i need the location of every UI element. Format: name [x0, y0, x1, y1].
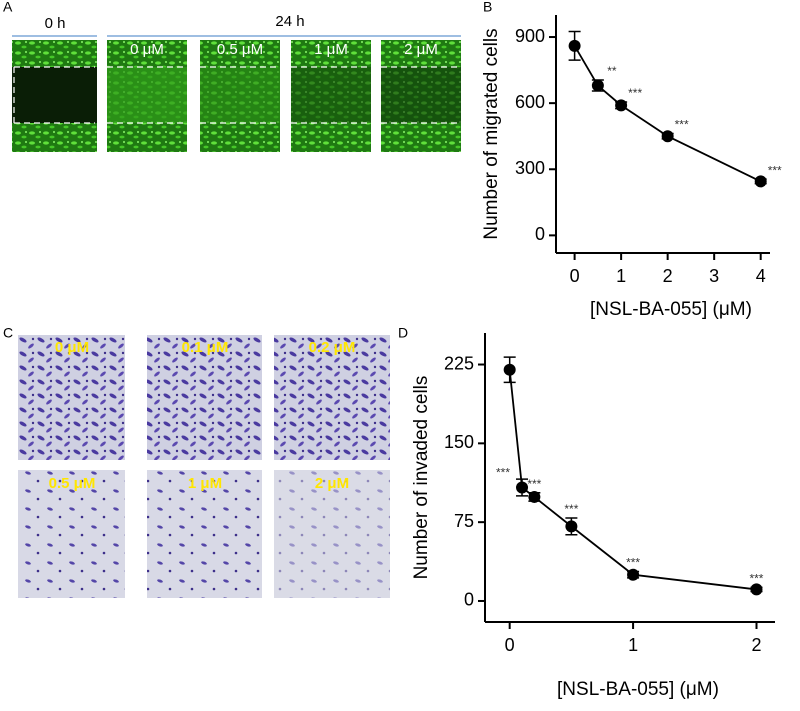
significance-label: *** — [749, 571, 763, 585]
time-label: 0 h — [45, 15, 66, 32]
y-tick-label: 300 — [515, 158, 545, 178]
micrograph — [274, 335, 390, 460]
micrograph — [18, 470, 125, 598]
micrograph — [18, 335, 125, 460]
micrograph — [274, 470, 390, 598]
y-tick-label: 0 — [535, 224, 545, 244]
y-tick-label: 150 — [444, 432, 474, 452]
x-tick-label: 0 — [505, 635, 515, 655]
x-axis-title: [NSL-BA-055] (μM) — [557, 679, 719, 700]
panel-letter: B — [483, 0, 492, 15]
y-tick-label: 900 — [515, 26, 545, 46]
x-tick-label: 1 — [616, 266, 626, 286]
y-axis-title: Number of invaded cells — [411, 376, 432, 580]
data-line — [508, 369, 757, 591]
image-label: 2 μM — [315, 475, 349, 492]
panel-letter: D — [398, 325, 408, 341]
significance-label: *** — [626, 556, 640, 570]
data-point — [591, 79, 604, 92]
wound-gap — [107, 67, 187, 123]
data-point — [568, 39, 581, 52]
data-line — [573, 45, 762, 183]
significance-label: *** — [527, 477, 541, 491]
data-point — [516, 481, 529, 494]
significance-label: ** — [607, 64, 617, 78]
micrograph — [147, 470, 262, 598]
wound-gap — [200, 67, 280, 123]
x-tick-label: 1 — [628, 635, 638, 655]
image-label: 0.5 μM — [217, 41, 263, 58]
data-point — [565, 520, 578, 533]
image-label: 0.2 μM — [309, 339, 356, 356]
image-label: 0.1 μM — [182, 339, 229, 356]
image-label: 1 μM — [188, 475, 222, 492]
x-tick-label: 2 — [751, 635, 761, 655]
image-label: 0 μM — [130, 41, 164, 58]
data-point — [750, 583, 763, 596]
wound-gap — [381, 67, 461, 123]
x-axis-title: [NSL-BA-055] (μM) — [590, 299, 752, 320]
x-tick-label: 4 — [756, 266, 766, 286]
significance-label: *** — [564, 502, 578, 516]
significance-label: *** — [496, 466, 510, 480]
time-label: 24 h — [275, 13, 304, 30]
image-label: 1 μM — [314, 41, 348, 58]
significance-label: *** — [675, 118, 689, 132]
wound-gap — [291, 67, 371, 123]
x-tick-label: 3 — [709, 266, 719, 286]
data-point — [528, 490, 541, 503]
y-axis-title: Number of migrated cells — [481, 28, 502, 239]
significance-label: *** — [768, 163, 782, 177]
image-label: 0.5 μM — [49, 475, 96, 492]
y-tick-label: 0 — [464, 590, 474, 610]
data-point — [754, 175, 767, 188]
invasion-images — [18, 335, 390, 598]
data-point — [627, 568, 640, 581]
micrograph — [147, 335, 262, 460]
significance-label: *** — [628, 86, 642, 100]
wound-edges — [13, 66, 461, 124]
data-point — [503, 363, 516, 376]
panel-letter: C — [3, 325, 13, 341]
data-point — [661, 130, 674, 143]
image-label: 2 μM — [404, 41, 438, 58]
x-tick-label: 2 — [663, 266, 673, 286]
image-label: 0 μM — [55, 339, 89, 356]
wound-gap — [12, 67, 97, 123]
wound-images — [12, 35, 461, 152]
y-tick-label: 600 — [515, 92, 545, 112]
data-point — [615, 99, 628, 112]
panel-letter: A — [3, 0, 13, 15]
x-tick-label: 0 — [570, 266, 580, 286]
y-tick-label: 75 — [454, 511, 474, 531]
y-tick-label: 225 — [444, 353, 474, 373]
